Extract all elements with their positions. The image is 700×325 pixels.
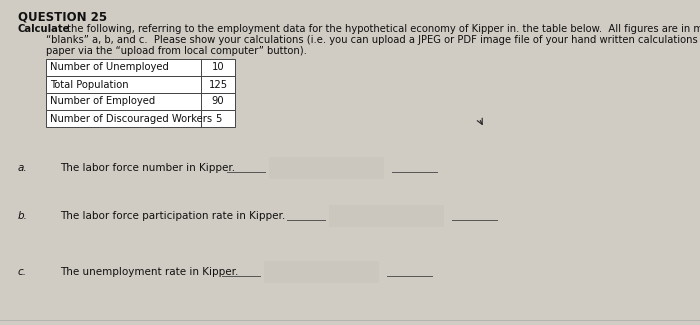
- Text: the following, referring to the employment data for the hypothetical economy of : the following, referring to the employme…: [64, 24, 700, 34]
- Text: QUESTION 25: QUESTION 25: [18, 10, 107, 23]
- Text: c.: c.: [18, 267, 27, 277]
- Text: b.: b.: [18, 211, 28, 221]
- Bar: [46, 76, 235, 93]
- Text: paper via the “upload from local computer” button).: paper via the “upload from local compute…: [46, 46, 307, 56]
- Text: Number of Discouraged Workers: Number of Discouraged Workers: [50, 113, 212, 124]
- Bar: [264, 261, 379, 283]
- Bar: [46, 59, 235, 76]
- Text: Number of Unemployed: Number of Unemployed: [50, 62, 169, 72]
- Bar: [329, 205, 444, 227]
- Bar: [269, 157, 384, 179]
- Text: The unemployment rate in Kipper.: The unemployment rate in Kipper.: [60, 267, 239, 277]
- Text: a.: a.: [18, 163, 27, 173]
- Bar: [46, 110, 235, 127]
- Bar: [46, 93, 235, 110]
- Text: Calculate: Calculate: [18, 24, 71, 34]
- Text: “blanks” a, b, and c.  Please show your calculations (i.e. you can upload a JPEG: “blanks” a, b, and c. Please show your c…: [46, 35, 700, 45]
- Text: Number of Employed: Number of Employed: [50, 97, 155, 107]
- Text: 90: 90: [211, 97, 224, 107]
- Text: 10: 10: [211, 62, 224, 72]
- Text: The labor force number in Kipper.: The labor force number in Kipper.: [60, 163, 235, 173]
- Text: 5: 5: [215, 113, 221, 124]
- Text: Total Population: Total Population: [50, 80, 129, 89]
- Text: 125: 125: [209, 80, 228, 89]
- Text: The labor force participation rate in Kipper.: The labor force participation rate in Ki…: [60, 211, 286, 221]
